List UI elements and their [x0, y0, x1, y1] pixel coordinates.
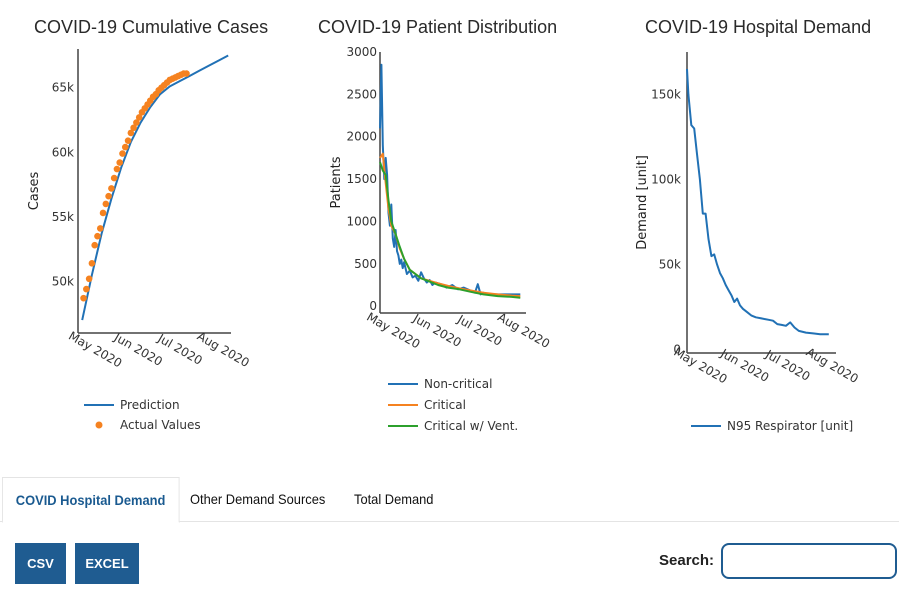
y-tick-label: 50k	[659, 258, 681, 272]
series-line	[81, 54, 229, 321]
data-point	[113, 165, 121, 173]
series-line	[379, 161, 521, 299]
series-line	[379, 63, 521, 296]
csv-button[interactable]: CSV	[15, 543, 66, 584]
excel-button[interactable]: EXCEL	[75, 543, 139, 584]
legend-label: Critical	[424, 398, 466, 412]
x-tick-label: Aug 2020	[495, 310, 552, 351]
y-tick-label: 1500	[346, 172, 377, 186]
data-point	[133, 119, 140, 126]
search-label: Search:	[659, 552, 715, 569]
data-point	[183, 70, 190, 77]
tab-other-demand-sources[interactable]: Other Demand Sources	[190, 491, 326, 507]
y-tick-label: 500	[354, 257, 377, 271]
patient-distribution-plot: 0 500 1000 1500 2000 2500 3000 Patients May 2020…	[329, 45, 552, 433]
y-tick-label: 100k	[651, 173, 681, 187]
y-tick-label: 55k	[52, 210, 74, 224]
data-point	[96, 225, 104, 232]
data-point	[105, 192, 112, 200]
data-point	[135, 114, 143, 121]
y-tick-label: 0	[369, 299, 377, 313]
y-tick-label: 2500	[346, 87, 377, 101]
data-point	[127, 129, 135, 137]
chart-title: COVID-19 Patient Distribution	[318, 17, 558, 37]
data-point	[108, 185, 115, 192]
y-tick-label: 1000	[346, 214, 377, 228]
data-point	[85, 275, 93, 283]
y-tick-label: 3000	[346, 45, 377, 59]
x-tick-label: May 2020	[671, 345, 729, 387]
chart-title: COVID-19 Hospital Demand	[645, 17, 872, 37]
legend-label: Critical w/ Vent.	[424, 419, 518, 433]
data-point	[91, 241, 98, 249]
x-tick-label: May 2020	[364, 310, 422, 352]
hospital-demand-chart: COVID-19 Hospital Demand 0 50k 100k 150k Dem…	[610, 0, 899, 460]
data-point	[124, 137, 132, 144]
y-tick-label: 0	[673, 343, 681, 357]
tab-covid-hospital-demand[interactable]: COVID Hospital Demand	[2, 477, 180, 523]
data-point	[110, 174, 118, 182]
patient-distribution-chart: COVID-19 Patient Distribution 0 500 1000 15…	[300, 0, 600, 460]
data-point	[88, 259, 96, 267]
chart-title: COVID-19 Cumulative Cases	[34, 17, 269, 37]
x-tick-label: Aug 2020	[804, 345, 861, 386]
data-point	[99, 209, 107, 217]
y-tick-label: 150k	[651, 88, 681, 102]
series-line	[379, 152, 521, 298]
legend-label: Prediction	[120, 398, 180, 412]
data-point	[116, 159, 124, 166]
y-tick-label: 2000	[346, 130, 377, 144]
cumulative-cases-chart: COVID-19 Cumulative Cases 50k 55k 60k 65k Ca…	[0, 0, 290, 460]
y-tick-label: 50k	[52, 274, 74, 288]
y-axis-title: Cases	[27, 171, 42, 210]
legend-marker	[95, 421, 103, 429]
legend-label: N95 Respirator [unit]	[727, 419, 853, 433]
data-point	[80, 294, 87, 302]
x-tick-label: Aug 2020	[195, 329, 252, 370]
y-tick-label: 65k	[52, 81, 74, 95]
tab-bar: COVID Hospital Demand Other Demand Sourc…	[0, 477, 899, 523]
y-axis-title: Patients	[329, 156, 344, 208]
data-point	[102, 200, 110, 208]
legend-label: Actual Values	[120, 418, 201, 432]
data-point	[119, 150, 126, 157]
data-point	[83, 285, 90, 293]
series-line	[686, 68, 829, 336]
y-axis-title: Demand [unit]	[635, 155, 650, 250]
data-point	[94, 232, 101, 240]
y-tick-label: 60k	[52, 145, 74, 159]
data-point	[121, 143, 129, 151]
data-point	[130, 124, 137, 132]
search-input[interactable]	[721, 543, 897, 579]
legend-label: Non-critical	[424, 377, 492, 391]
tab-total-demand[interactable]: Total Demand	[354, 491, 434, 507]
